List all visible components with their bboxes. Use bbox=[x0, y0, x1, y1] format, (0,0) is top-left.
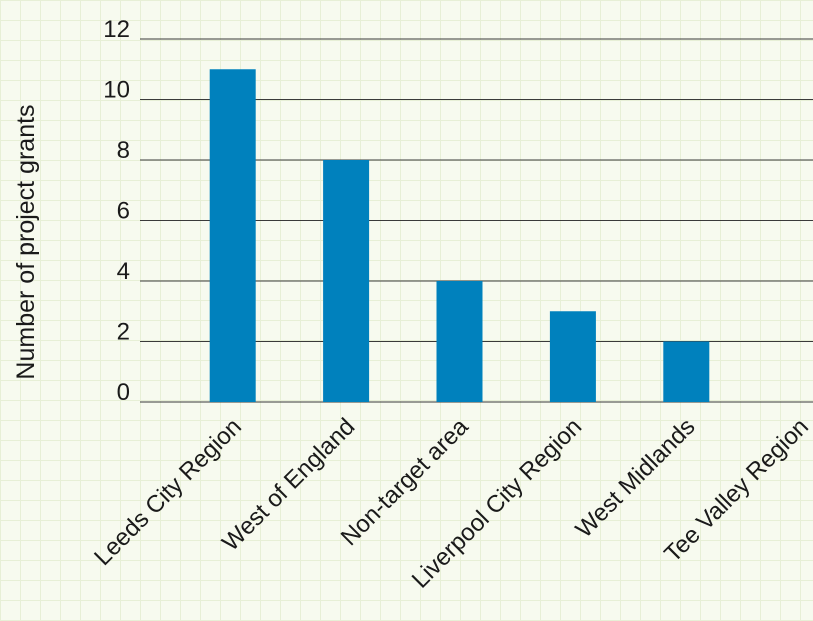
bar bbox=[436, 281, 483, 402]
bar bbox=[209, 69, 256, 402]
bar bbox=[549, 311, 596, 402]
y-tick-label: 6 bbox=[117, 198, 130, 225]
bar bbox=[323, 160, 370, 402]
y-tick-label: 2 bbox=[117, 319, 130, 346]
x-category-label: Leeds City Region bbox=[89, 413, 247, 571]
y-tick-label: 8 bbox=[117, 137, 130, 164]
y-tick-labels: 0 2 4 6 8 10 12 bbox=[103, 16, 130, 406]
x-category-label: West Midlands bbox=[570, 413, 700, 543]
y-axis-label: Number of project grants bbox=[12, 104, 40, 379]
y-tick-label: 4 bbox=[117, 258, 130, 285]
bar bbox=[663, 341, 710, 402]
y-tick-label: 10 bbox=[103, 77, 130, 104]
y-tick-label: 0 bbox=[117, 379, 130, 406]
y-tick-label: 12 bbox=[103, 16, 130, 43]
bars bbox=[209, 69, 710, 402]
